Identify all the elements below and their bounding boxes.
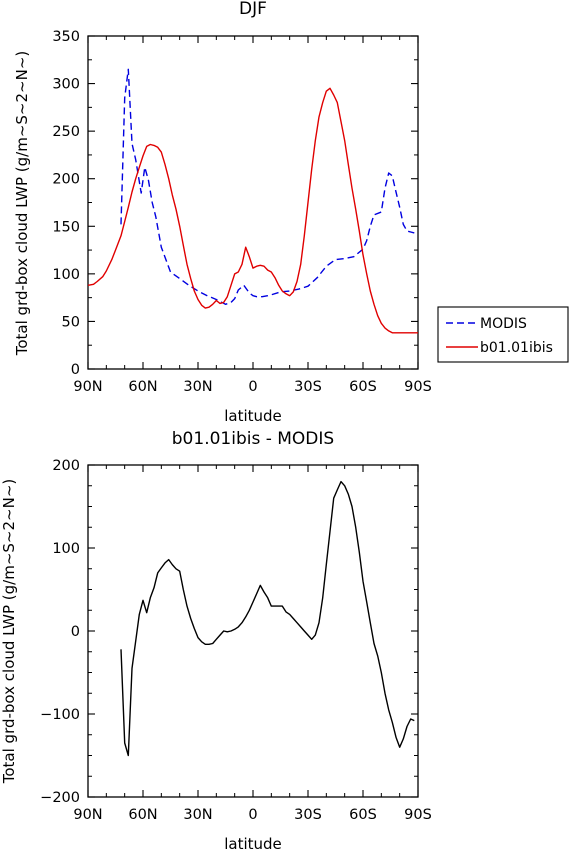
y-tick-label: 50 xyxy=(62,314,80,330)
y-tick-label: 250 xyxy=(52,124,80,140)
legend: MODIS b01.01ibis xyxy=(437,306,569,363)
top-x-axis-label: latitude xyxy=(224,407,282,425)
y-tick-label: 200 xyxy=(52,458,80,474)
y-tick-label: 300 xyxy=(52,77,80,93)
x-tick-label: 90N xyxy=(73,379,102,395)
y-tick-label: 150 xyxy=(52,219,80,235)
bottom-y-axis-label: Total grd-box cloud LWP (g/m~S~2~N~) xyxy=(0,479,18,785)
y-tick-label: −100 xyxy=(40,707,80,723)
bottom-series-lines xyxy=(120,480,415,757)
y-tick-label: 200 xyxy=(52,172,80,188)
y-tick-label: 0 xyxy=(71,624,80,640)
x-tick-label: 60S xyxy=(349,379,377,395)
bottom-chart-title: b01.01ibis - MODIS xyxy=(172,429,334,449)
bottom-panel: b01.01ibis - MODIS 90N 60N 30N 0 30S 60S 90S −2… xyxy=(0,429,432,851)
top-chart-title: DJF xyxy=(239,0,267,19)
legend-box xyxy=(437,306,569,363)
y-tick-label: 100 xyxy=(52,541,80,557)
bottom-series-line-difference xyxy=(120,480,415,757)
y-tick-label: 0 xyxy=(71,362,80,378)
top-axis-ticks: 90N 60N 30N 0 30S 60S 90S 0 50 100 150 200 250 300 350 xyxy=(52,29,432,395)
bottom-axis-ticks: 90N 60N 30N 0 30S 60S 90S −200 −100 0 100 200 xyxy=(40,458,432,823)
x-tick-label: 60S xyxy=(349,807,377,823)
top-series-line-b01-01ibis xyxy=(87,87,418,334)
x-tick-label: 30N xyxy=(183,379,212,395)
x-tick-label: 0 xyxy=(248,807,257,823)
x-tick-label: 90S xyxy=(404,807,432,823)
top-plot-frame xyxy=(87,35,419,370)
x-tick-label: 60N xyxy=(128,379,157,395)
x-tick-label: 90S xyxy=(404,379,432,395)
top-y-axis-label: Total grd-box cloud LWP (g/m~S~2~N~) xyxy=(13,51,31,357)
y-tick-label: 100 xyxy=(52,267,80,283)
x-tick-label: 60N xyxy=(128,807,157,823)
top-panel: DJF 90N 60N 30N 0 30S 60S 90S 0 50 100 150 200 250 30… xyxy=(13,0,432,425)
bottom-x-axis-label: latitude xyxy=(224,835,282,851)
y-tick-label: 350 xyxy=(52,29,80,45)
y-tick-label: −200 xyxy=(40,790,80,806)
legend-label-modis: MODIS xyxy=(480,316,527,332)
x-tick-label: 30S xyxy=(294,379,322,395)
x-tick-label: 30S xyxy=(294,807,322,823)
legend-label-b01: b01.01ibis xyxy=(480,340,553,356)
top-series-lines xyxy=(87,68,418,334)
x-tick-label: 0 xyxy=(248,379,257,395)
x-tick-label: 30N xyxy=(183,807,212,823)
x-tick-label: 90N xyxy=(73,807,102,823)
top-series-line-modis xyxy=(120,68,415,305)
